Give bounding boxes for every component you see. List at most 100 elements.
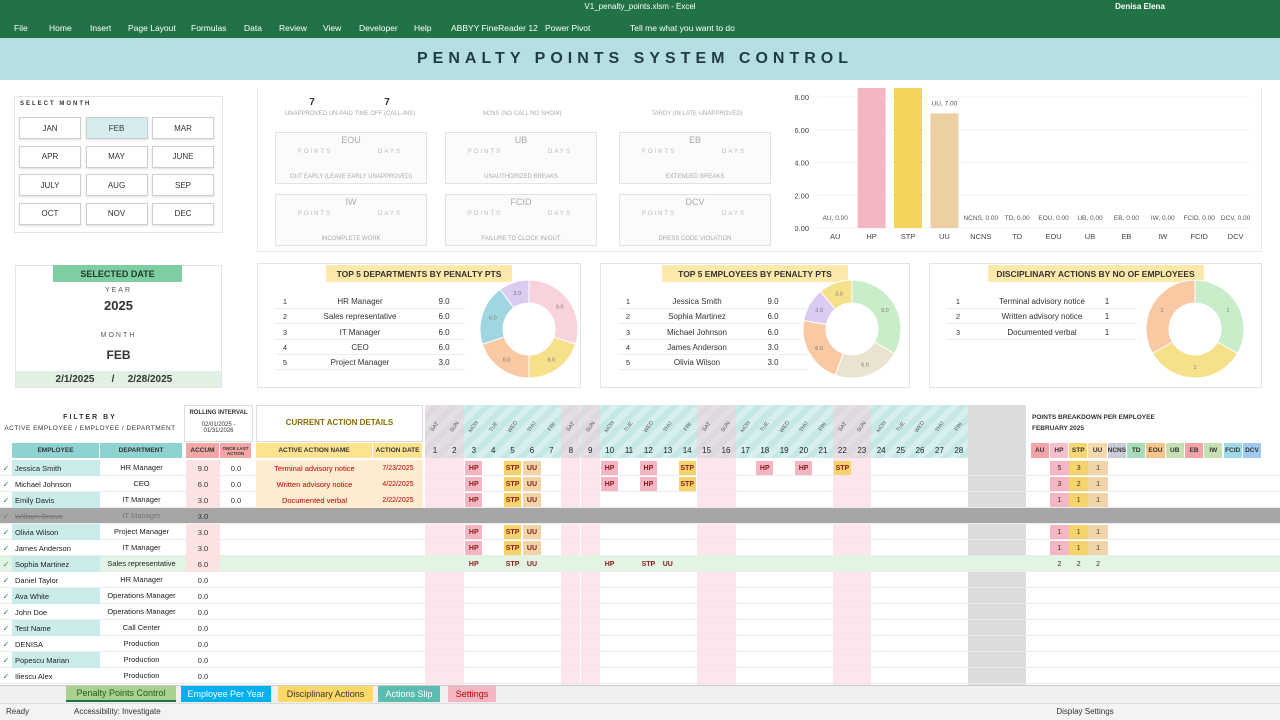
month-button[interactable]: AUG — [85, 174, 148, 196]
calendar-mark[interactable]: UU — [523, 461, 541, 475]
ribbon-tab[interactable]: Formulas — [191, 22, 227, 33]
code-card — [445, 194, 597, 246]
month-button[interactable]: FEB — [85, 117, 148, 139]
breakdown-code: STP — [1069, 443, 1089, 458]
row-check: ✓ — [2, 543, 10, 553]
ribbon-tab[interactable]: Developer — [359, 22, 398, 33]
month-button[interactable]: JAN — [19, 117, 81, 139]
sheet-tab[interactable]: Penalty Points Control — [66, 686, 176, 702]
calendar-mark[interactable]: STP — [503, 477, 522, 491]
department: IT Manager — [122, 495, 161, 504]
ribbon-tab[interactable]: Help — [414, 22, 432, 33]
sheet-tab[interactable]: Employee Per Year — [181, 686, 271, 702]
sheet-tab[interactable]: Settings — [448, 686, 496, 702]
month-button[interactable]: MAR — [152, 117, 214, 139]
donut-segment — [819, 279, 853, 310]
ribbon-tab[interactable]: Page Layout — [128, 22, 176, 33]
calendar-mark[interactable]: STP — [678, 477, 696, 491]
calendar-mark[interactable]: HP — [600, 477, 619, 491]
month-button[interactable]: JULY — [19, 174, 81, 196]
row — [0, 604, 1280, 620]
selected-date-panel — [15, 265, 222, 388]
month-button[interactable]: OCT — [19, 202, 81, 225]
calendar-mark[interactable]: HP — [465, 541, 483, 555]
calendar-mark[interactable]: UU — [523, 477, 541, 491]
calendar-mark[interactable]: STP — [503, 461, 522, 475]
calendar-mark[interactable]: HP — [465, 477, 483, 491]
calendar-mark[interactable]: HP — [600, 461, 619, 475]
month-button[interactable]: NOV — [85, 202, 148, 225]
calendar-mark[interactable]: HP — [604, 560, 615, 568]
calendar-mark[interactable]: STP — [833, 461, 852, 475]
day-number: 18 — [760, 446, 770, 455]
bars — [857, 88, 959, 228]
ribbon-tab[interactable]: Power Pivot — [545, 22, 591, 33]
calendar-mark[interactable]: UU — [523, 493, 541, 507]
month-button[interactable]: SEP — [152, 174, 214, 196]
month-label: SELECT MONTH — [20, 101, 92, 107]
month-button[interactable]: MAY — [85, 145, 148, 168]
calendar-mark[interactable]: HP — [465, 493, 483, 507]
ribbon-tab[interactable]: ABBYY FineReader 12 — [451, 22, 538, 33]
calendar-mark[interactable]: HP — [794, 461, 813, 475]
calendar-mark[interactable]: HP — [465, 461, 483, 475]
ribbon-tab[interactable]: Data — [244, 22, 262, 33]
calendar-mark[interactable]: STP — [678, 461, 696, 475]
calendar-mark[interactable]: STP — [503, 493, 522, 507]
accum: 3.0 — [186, 492, 220, 508]
ribbon-tab[interactable]: File — [14, 22, 28, 33]
calendar-mark[interactable]: STP — [641, 560, 656, 568]
calendar-mark[interactable]: UU — [526, 560, 538, 568]
ribbon-tab[interactable]: Insert — [90, 22, 112, 33]
ribbon-tab[interactable]: Home — [49, 22, 72, 33]
name: Sales representative — [323, 312, 397, 322]
calendar-mark[interactable]: HP — [465, 525, 483, 539]
code-count: 7 — [309, 96, 315, 108]
day-number: 19 — [779, 446, 789, 455]
day-number: 27 — [934, 446, 944, 455]
calendar-mark[interactable]: UU — [523, 541, 541, 555]
donut-segment — [802, 319, 844, 376]
employee-name: Emily Davis — [15, 495, 55, 505]
sheet-tab[interactable]: Actions Slip — [378, 686, 440, 702]
breakdown-value: 1 — [1088, 541, 1108, 555]
calendar-mark[interactable]: HP — [639, 461, 658, 475]
calendar-mark[interactable]: HP — [756, 461, 774, 475]
y-tick-label: 0.00 — [795, 224, 809, 233]
calendar-mark[interactable]: STP — [505, 560, 520, 568]
day-number: 21 — [818, 446, 828, 455]
name: CEO — [351, 342, 369, 352]
calendar-mark[interactable]: HP — [639, 477, 658, 491]
y-tick-label: 6.00 — [795, 126, 809, 135]
column-header: ACTION DATE — [373, 443, 423, 458]
table-row — [618, 309, 808, 325]
donut-segment — [851, 279, 902, 355]
calendar-mark[interactable]: UU — [523, 525, 541, 539]
ribbon-tab[interactable]: Tell me what you want to do — [630, 22, 735, 33]
sheet-tab[interactable]: Disciplinary Actions — [278, 686, 373, 702]
days-label: DAYS — [548, 149, 572, 155]
calendar-mark[interactable]: STP — [503, 541, 522, 555]
value: 1 — [1104, 297, 1110, 306]
value: 6.0 — [438, 312, 450, 322]
x-tick-label: FCID — [1190, 232, 1208, 241]
breakdown-code: UU — [1088, 443, 1108, 458]
calendar-mark[interactable]: STP — [503, 525, 522, 539]
month-button[interactable]: JUNE — [152, 145, 214, 168]
x-tick-label: TD — [1012, 232, 1023, 241]
ribbon-tab[interactable]: View — [323, 22, 342, 33]
donut-label: 9.0 — [556, 305, 564, 311]
status-text[interactable]: Display Settings — [1056, 707, 1114, 716]
date-range-bg — [16, 371, 221, 387]
date-separator: / — [111, 373, 115, 385]
column-header: ACTIVE ACTION NAME — [256, 443, 373, 458]
name: HR Manager — [337, 297, 383, 306]
calendar-mark[interactable]: HP — [468, 560, 479, 568]
status-text[interactable]: Accessibility: Investigate — [74, 707, 161, 716]
code-description: DRESS CODE VIOLATION — [658, 236, 732, 242]
calendar-mark[interactable]: UU — [662, 560, 673, 568]
month-button[interactable]: DEC — [152, 202, 214, 225]
ribbon-tab[interactable]: Review — [279, 22, 307, 33]
month-button[interactable]: APR — [19, 145, 81, 168]
breakdown-code: DCV — [1242, 443, 1263, 458]
